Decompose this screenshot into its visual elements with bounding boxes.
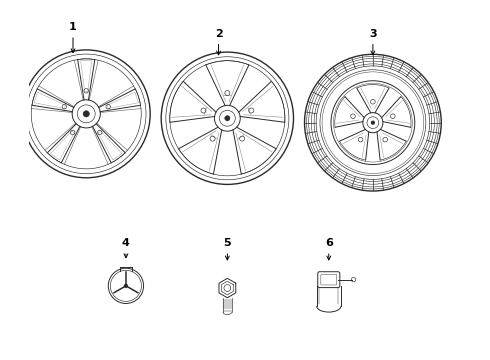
Circle shape — [371, 121, 375, 125]
Circle shape — [225, 116, 230, 121]
Circle shape — [83, 111, 90, 117]
Text: 4: 4 — [122, 238, 130, 258]
Circle shape — [124, 284, 128, 288]
Text: 2: 2 — [215, 29, 222, 55]
Text: 5: 5 — [223, 238, 231, 260]
Text: 1: 1 — [69, 22, 77, 53]
Text: 6: 6 — [325, 238, 333, 260]
Text: 3: 3 — [369, 29, 377, 55]
